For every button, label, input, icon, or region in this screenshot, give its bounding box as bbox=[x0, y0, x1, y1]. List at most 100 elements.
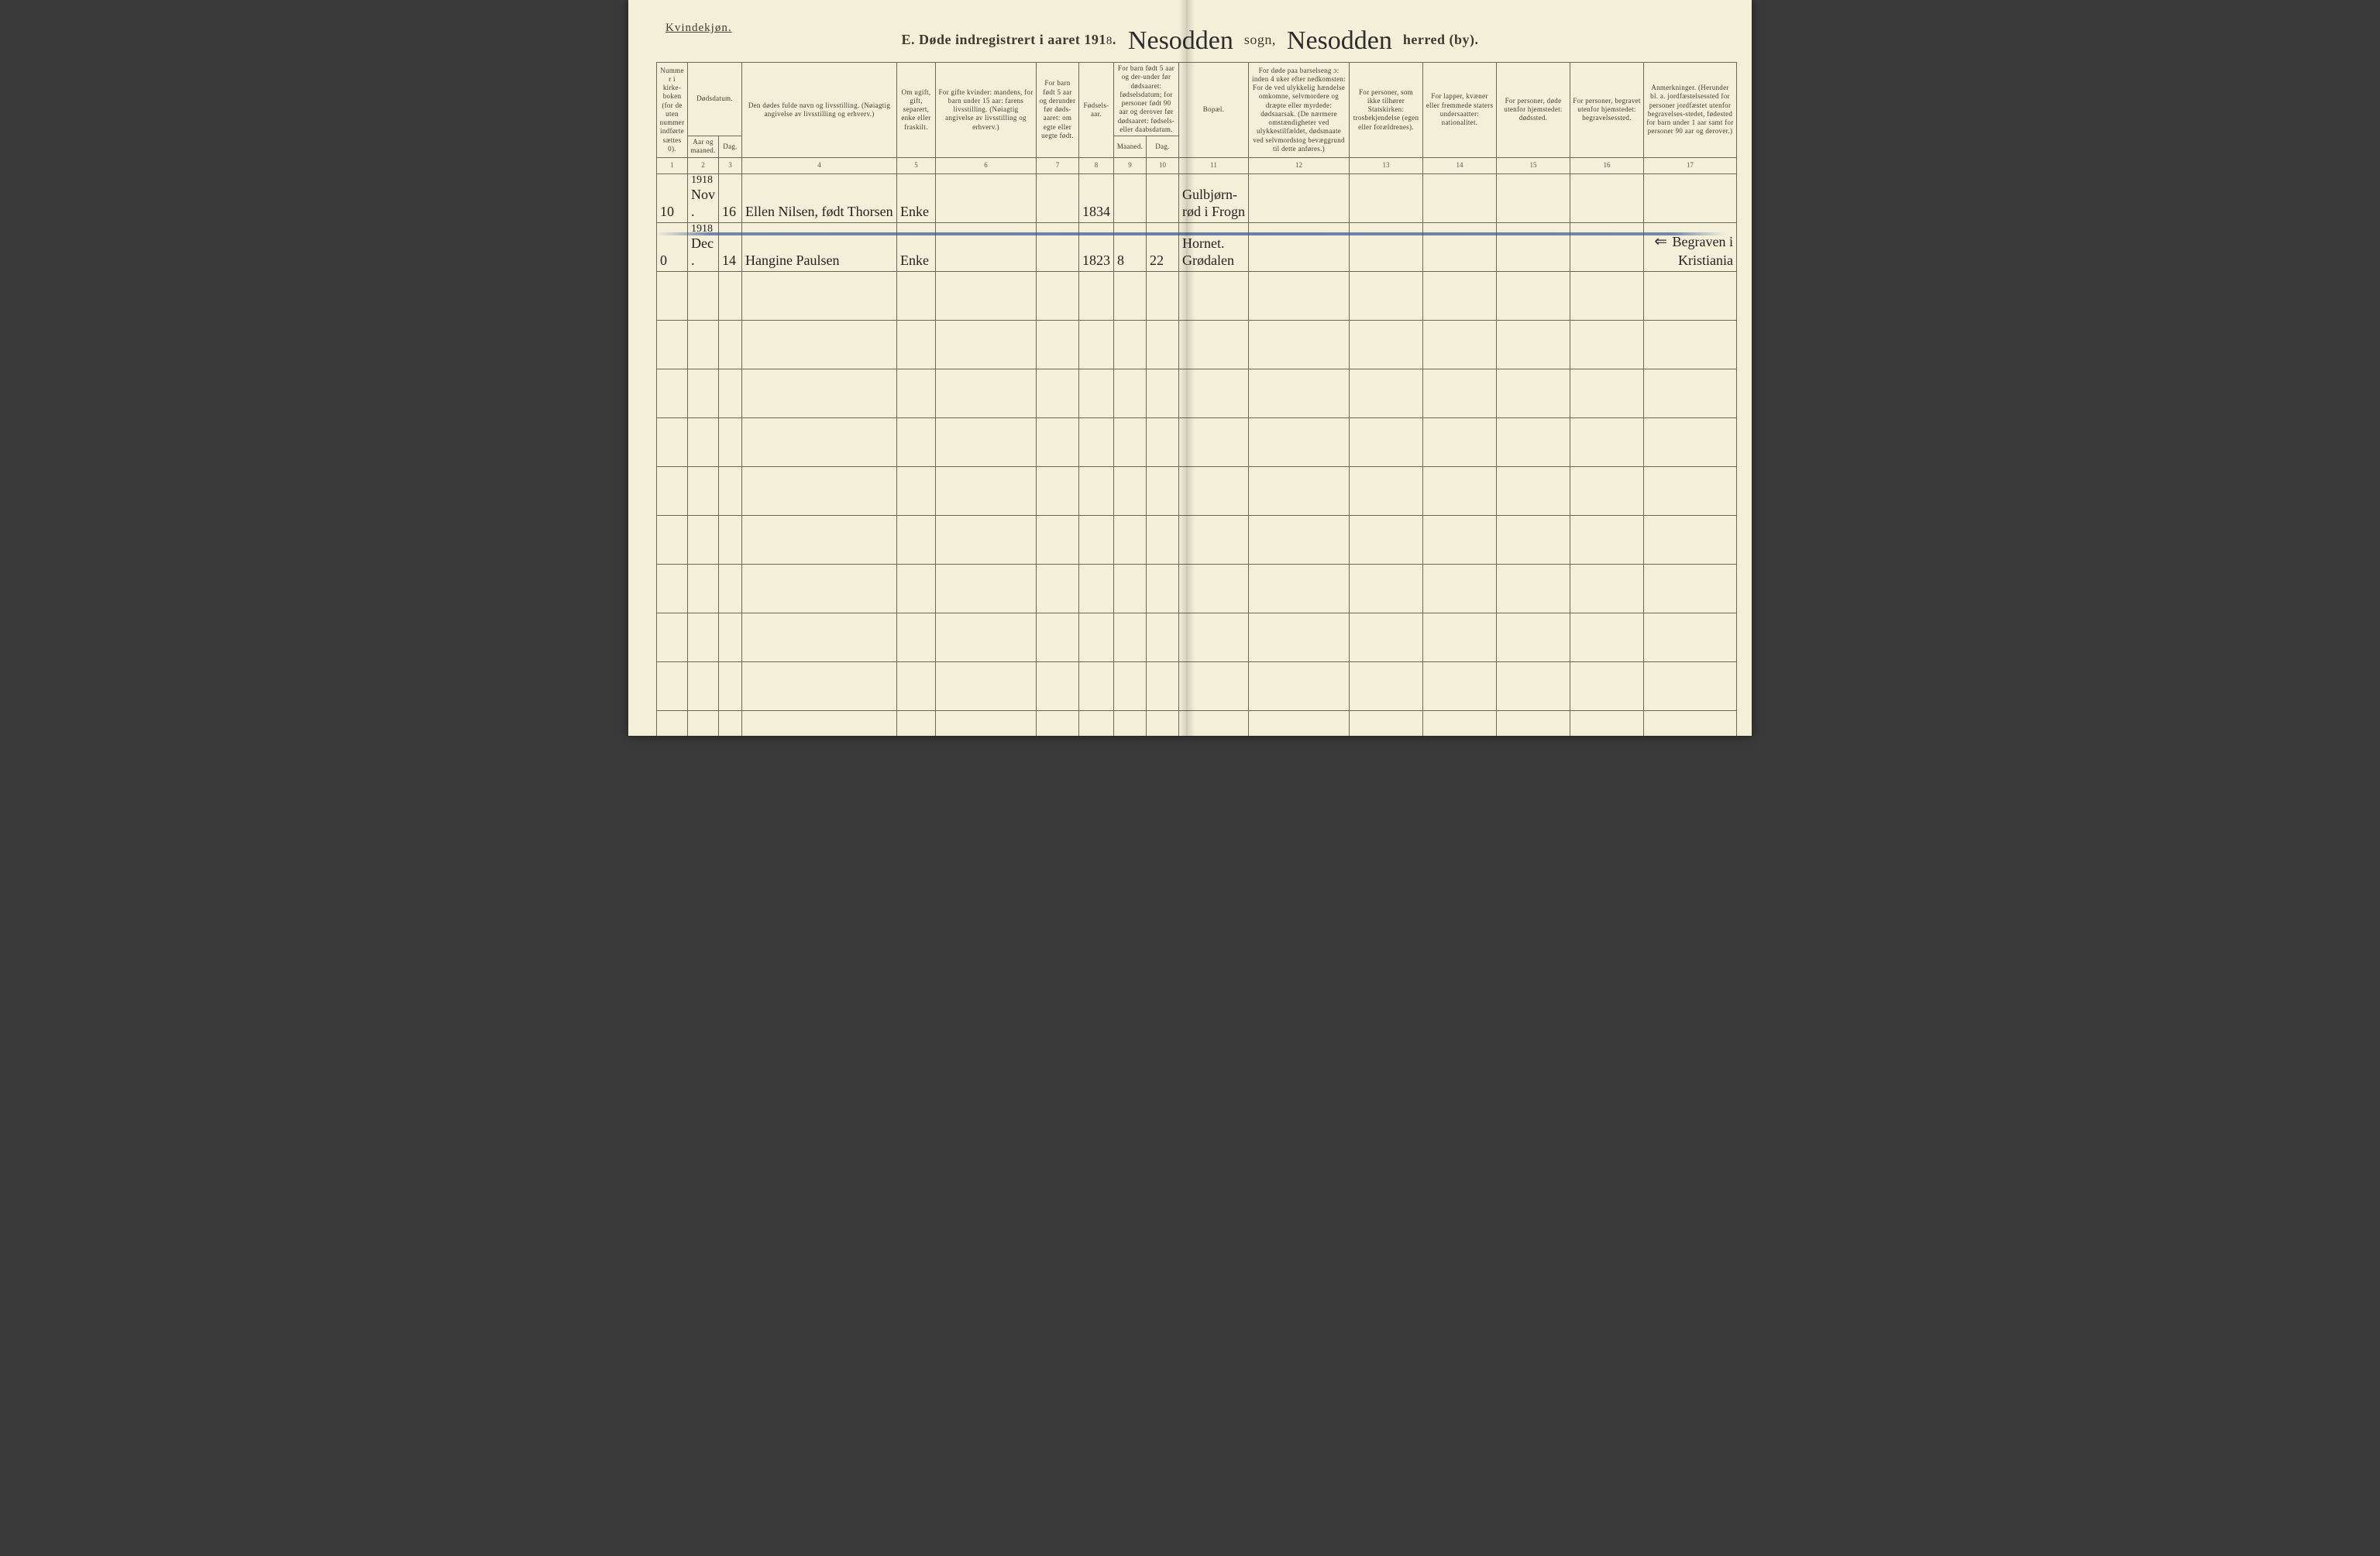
cell bbox=[719, 417, 742, 466]
cell bbox=[657, 466, 688, 515]
cell bbox=[1644, 271, 1737, 320]
cell bbox=[897, 466, 936, 515]
cell bbox=[1179, 613, 1249, 661]
cell bbox=[1249, 613, 1350, 661]
cell bbox=[1037, 466, 1079, 515]
cell bbox=[1114, 466, 1147, 515]
col-13-header: For personer, som ikke tilhører Statskir… bbox=[1350, 63, 1423, 158]
cell bbox=[1350, 173, 1423, 222]
cell bbox=[897, 271, 936, 320]
col-10-header: Dag. bbox=[1147, 136, 1179, 158]
cell bbox=[1350, 564, 1423, 613]
column-number: 17 bbox=[1644, 157, 1737, 173]
cell bbox=[1179, 271, 1249, 320]
cell bbox=[742, 613, 897, 661]
column-number: 14 bbox=[1423, 157, 1497, 173]
cell bbox=[1037, 369, 1079, 417]
cell bbox=[657, 710, 688, 736]
cell bbox=[1147, 661, 1179, 710]
cell bbox=[1037, 173, 1079, 222]
cell bbox=[1644, 466, 1737, 515]
table-row: 101918Nov.16Ellen Nilsen, født ThorsenEn… bbox=[657, 173, 1737, 222]
cell bbox=[1350, 369, 1423, 417]
cell: 16 bbox=[719, 173, 742, 222]
cell bbox=[1423, 515, 1497, 564]
cell bbox=[1350, 320, 1423, 369]
cell bbox=[1497, 369, 1570, 417]
column-number: 8 bbox=[1079, 157, 1114, 173]
cell bbox=[1570, 466, 1644, 515]
cell bbox=[1079, 515, 1114, 564]
table-row bbox=[657, 613, 1737, 661]
cell bbox=[897, 564, 936, 613]
cell bbox=[1423, 369, 1497, 417]
column-number: 7 bbox=[1037, 157, 1079, 173]
cell bbox=[1079, 613, 1114, 661]
cell bbox=[1037, 320, 1079, 369]
cell bbox=[742, 271, 897, 320]
cell bbox=[719, 710, 742, 736]
cell bbox=[897, 710, 936, 736]
cell bbox=[719, 515, 742, 564]
cell bbox=[1423, 417, 1497, 466]
cell bbox=[1497, 710, 1570, 736]
cell bbox=[657, 661, 688, 710]
col-11-header: Bopæl. bbox=[1179, 63, 1249, 158]
ledger-page: Kvindekjøn. E. Døde indregistrert i aare… bbox=[628, 0, 1752, 736]
col-2-header-top: Dødsdatum. bbox=[688, 63, 742, 136]
cell bbox=[688, 369, 719, 417]
cell bbox=[1249, 466, 1350, 515]
cell bbox=[719, 661, 742, 710]
col-7-header: For barn født 5 aar og derunder før døds… bbox=[1037, 63, 1079, 158]
cell bbox=[1350, 515, 1423, 564]
cell bbox=[1570, 173, 1644, 222]
cell: 1834 bbox=[1079, 173, 1114, 222]
cell bbox=[742, 466, 897, 515]
cell: 1918Nov. bbox=[688, 173, 719, 222]
cell bbox=[1147, 466, 1179, 515]
cell bbox=[719, 271, 742, 320]
cell: 8 bbox=[1114, 222, 1147, 271]
cell: Enke bbox=[897, 173, 936, 222]
cell bbox=[1570, 222, 1644, 271]
cell bbox=[688, 271, 719, 320]
cell bbox=[1037, 661, 1079, 710]
cell bbox=[1079, 661, 1114, 710]
cell bbox=[688, 466, 719, 515]
column-number: 3 bbox=[719, 157, 742, 173]
cell bbox=[688, 515, 719, 564]
cell bbox=[1497, 173, 1570, 222]
cell bbox=[1350, 417, 1423, 466]
cell bbox=[1037, 417, 1079, 466]
cell bbox=[719, 466, 742, 515]
col-5-header: Om ugift, gift, separert, enke eller fra… bbox=[897, 63, 936, 158]
table-row: 01918Dec.14Hangine PaulsenEnke1823822Hor… bbox=[657, 222, 1737, 271]
cell bbox=[1249, 222, 1350, 271]
cell: Ellen Nilsen, født Thorsen bbox=[742, 173, 897, 222]
cell bbox=[897, 369, 936, 417]
cell bbox=[1037, 613, 1079, 661]
cell bbox=[1114, 369, 1147, 417]
cell bbox=[1570, 661, 1644, 710]
cell bbox=[1114, 613, 1147, 661]
column-number: 1 bbox=[657, 157, 688, 173]
cell bbox=[1497, 271, 1570, 320]
cell bbox=[1570, 613, 1644, 661]
cell bbox=[1249, 417, 1350, 466]
cell: Gulbjørn-rød i Frogn bbox=[1179, 173, 1249, 222]
cell bbox=[657, 515, 688, 564]
cell bbox=[688, 320, 719, 369]
col-17-header: Anmerkninger. (Herunder bl. a. jordfæste… bbox=[1644, 63, 1737, 158]
cell bbox=[688, 710, 719, 736]
cell bbox=[1644, 613, 1737, 661]
column-number: 4 bbox=[742, 157, 897, 173]
cell bbox=[742, 661, 897, 710]
cell bbox=[1644, 320, 1737, 369]
cell bbox=[1570, 320, 1644, 369]
cell bbox=[657, 320, 688, 369]
cell bbox=[1497, 564, 1570, 613]
col-1-header: Nummer i kirke-boken (for de uten nummer… bbox=[657, 63, 688, 158]
cell bbox=[1350, 466, 1423, 515]
cell bbox=[1037, 710, 1079, 736]
cell: 10 bbox=[657, 173, 688, 222]
